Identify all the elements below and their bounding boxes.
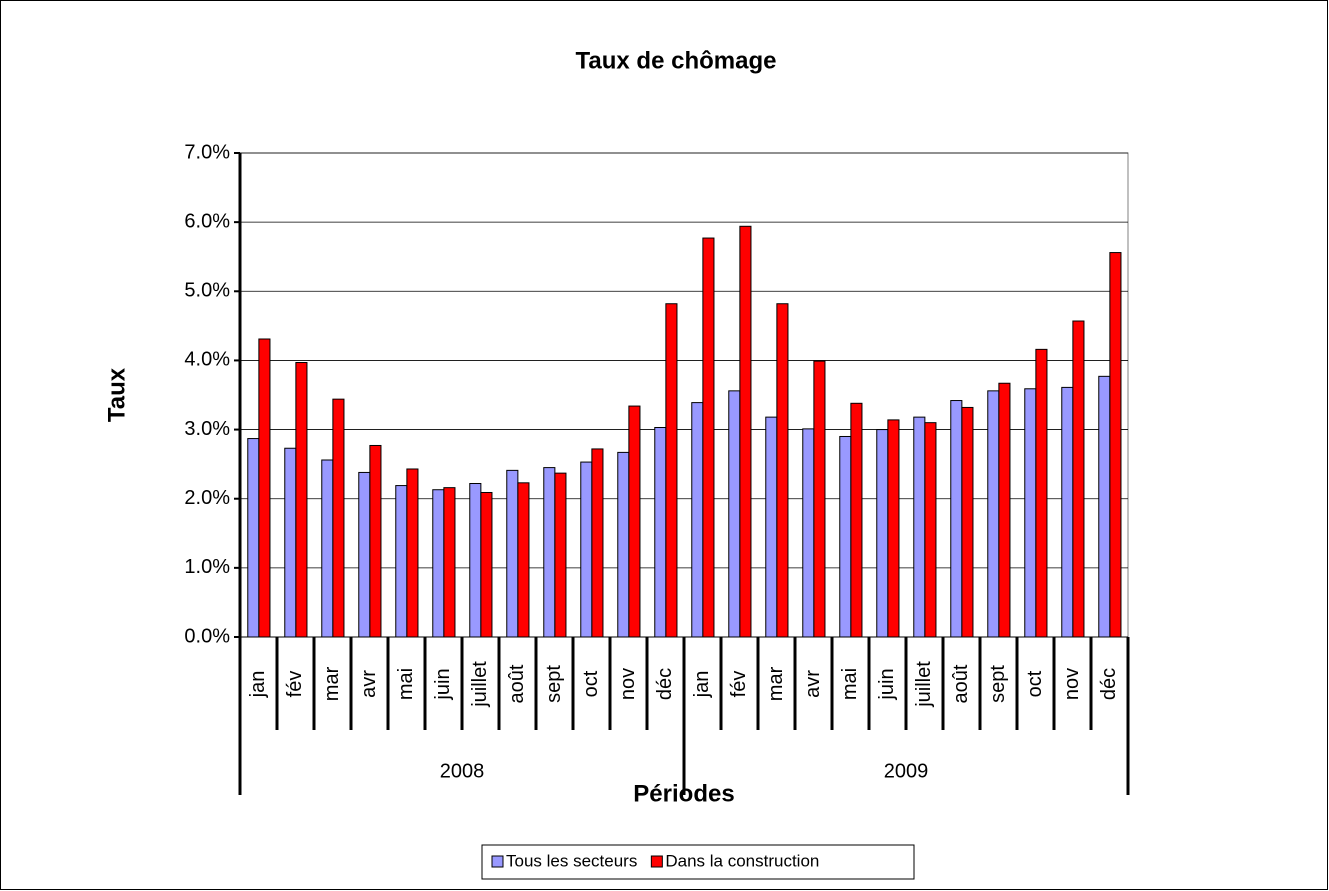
bar — [850, 402, 863, 638]
bar — [665, 303, 678, 638]
bar — [802, 428, 815, 638]
group-label: 2009 — [884, 760, 929, 782]
bar — [469, 483, 482, 638]
x-tick-label: mai — [395, 668, 417, 700]
bar — [776, 303, 789, 638]
x-tick-label: jan — [247, 671, 269, 699]
x-tick-label: juillet — [469, 661, 491, 708]
bar — [406, 468, 419, 638]
x-tick-label: oct — [580, 670, 602, 697]
bar — [839, 435, 852, 638]
bar — [332, 398, 345, 638]
bar — [543, 467, 556, 638]
bar — [617, 451, 630, 638]
x-tick-label: avr — [802, 670, 824, 698]
bar — [258, 338, 271, 638]
x-tick-label: déc — [1098, 668, 1120, 700]
bar — [517, 482, 530, 638]
y-tick-label: 4.0% — [184, 349, 230, 371]
x-tick-label: août — [506, 664, 528, 703]
bar — [1024, 388, 1037, 638]
x-tick-label: fév — [284, 671, 306, 698]
bar — [1098, 375, 1111, 638]
x-tick-label: mar — [765, 666, 787, 701]
x-tick-label: sept — [987, 665, 1009, 703]
bar — [247, 438, 260, 638]
x-tick-label: avr — [358, 670, 380, 698]
x-tick-label: jan — [691, 671, 713, 699]
group-label: 2008 — [440, 760, 485, 782]
bar — [887, 419, 900, 638]
bar — [1072, 320, 1085, 638]
bar — [369, 444, 382, 638]
bar — [358, 471, 371, 638]
legend-swatch — [491, 855, 504, 868]
x-tick-label: mai — [839, 668, 861, 700]
bar — [924, 422, 937, 638]
bar — [739, 225, 752, 638]
x-tick-label: août — [950, 664, 972, 703]
y-axis-title: Taux — [103, 367, 130, 422]
bar — [813, 360, 826, 638]
y-tick-label: 3.0% — [184, 418, 230, 440]
legend-box — [481, 844, 915, 880]
x-tick-label: juin — [432, 668, 454, 700]
legend-label: Dans la construction — [665, 851, 819, 870]
bar — [506, 469, 519, 638]
x-tick-label: juillet — [913, 661, 935, 708]
legend-swatch — [650, 855, 663, 868]
bar — [765, 416, 778, 638]
bar — [554, 472, 567, 638]
y-tick-label: 0.0% — [184, 625, 230, 647]
bar — [395, 485, 408, 638]
chart-title: Taux de chômage — [576, 47, 777, 74]
bar — [1109, 252, 1122, 638]
y-tick-label: 2.0% — [184, 487, 230, 509]
bar — [295, 362, 308, 638]
legend-label: Tous les secteurs — [506, 851, 637, 870]
bar — [654, 426, 667, 638]
x-tick-label: oct — [1024, 670, 1046, 697]
y-tick-label: 1.0% — [184, 556, 230, 578]
bar — [987, 390, 1000, 638]
x-tick-label: déc — [654, 668, 676, 700]
bar — [321, 459, 334, 638]
bar — [998, 382, 1011, 638]
bar — [432, 489, 445, 638]
bar — [950, 400, 963, 638]
y-tick-label: 6.0% — [184, 210, 230, 232]
x-tick-label: sept — [543, 665, 565, 703]
x-tick-label: nov — [617, 668, 639, 700]
bar — [580, 461, 593, 638]
bar — [1035, 348, 1048, 638]
x-tick-label: juin — [876, 668, 898, 700]
bar — [913, 416, 926, 638]
x-tick-label: fév — [728, 671, 750, 698]
y-tick-label: 5.0% — [184, 280, 230, 302]
bar — [702, 237, 715, 638]
bar — [1061, 386, 1074, 638]
bar — [628, 405, 641, 638]
x-tick-label: nov — [1061, 668, 1083, 700]
y-tick-label: 7.0% — [184, 141, 230, 163]
bar — [961, 406, 974, 638]
bar — [691, 402, 704, 638]
bar — [728, 390, 741, 638]
x-tick-label: mar — [321, 666, 343, 701]
bar — [876, 429, 889, 638]
bar — [591, 448, 604, 638]
bar — [443, 487, 456, 638]
bar — [480, 491, 493, 638]
bar — [284, 447, 297, 638]
